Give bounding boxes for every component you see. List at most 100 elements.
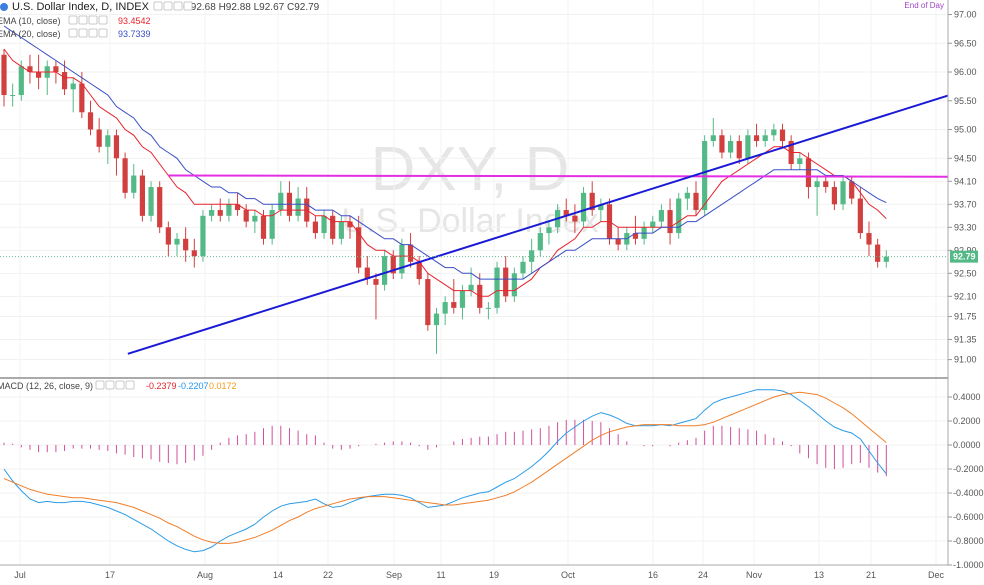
last-price-rect xyxy=(950,250,978,263)
macd-tick-label: 0.0000 xyxy=(953,440,981,450)
resistance-line[interactable] xyxy=(168,174,949,178)
candle-body xyxy=(433,313,440,326)
legend-control-icon xyxy=(98,28,108,38)
price-tick-label: 97.00 xyxy=(954,10,977,20)
time-tick-label: 13 xyxy=(814,570,824,580)
legend-controls-ema10[interactable] xyxy=(68,15,108,25)
candle-body xyxy=(840,181,846,205)
candle-body xyxy=(382,256,388,285)
time-tick-label: Nov xyxy=(746,570,763,580)
candle-body xyxy=(485,307,491,309)
candle-body xyxy=(79,83,85,113)
candle-body xyxy=(719,135,725,153)
candle-body xyxy=(407,244,414,262)
macd-tick-label: -1.0000 xyxy=(953,560,984,570)
candle-body xyxy=(546,227,552,234)
price-tick-label: 95.00 xyxy=(954,125,977,135)
candle-body xyxy=(131,175,137,193)
macd-legend-label[interactable]: MACD (12, 26, close, 9) xyxy=(0,381,93,391)
candle-body xyxy=(18,66,24,96)
price-tick-label: 92.90 xyxy=(954,245,977,255)
candle-body xyxy=(27,66,33,73)
candle-body xyxy=(494,267,500,308)
candle-body xyxy=(857,198,863,234)
candle-body xyxy=(745,135,751,159)
legend-control-icon xyxy=(173,1,183,11)
price-axis[interactable]: 97.00 96.50 96.00 95.50 95.00 94.50 94.10 93.70… xyxy=(948,10,977,365)
price-tick-label: 95.50 xyxy=(954,96,977,106)
candle-body xyxy=(226,204,232,216)
time-tick-label: 11 xyxy=(436,570,445,580)
ema10-legend-label[interactable]: EMA (10, close) xyxy=(0,16,61,26)
time-axis[interactable]: Jul 17 Aug 14 22 Sep 11 19 Oct 16 24 Nov 13 21 Dec xyxy=(14,570,944,580)
legend-controls-symbol[interactable] xyxy=(153,1,193,11)
candle-body xyxy=(710,135,716,142)
signal-legend-value: -0.2207 xyxy=(178,381,209,391)
legend-control-icon xyxy=(183,1,193,11)
candle-body xyxy=(61,72,68,90)
candle-body xyxy=(174,238,180,245)
price-pane[interactable] xyxy=(0,25,949,355)
legend-controls-ema20[interactable] xyxy=(68,28,108,38)
time-tick-label: 21 xyxy=(866,570,876,580)
candle-body xyxy=(252,215,258,222)
legend-control-icon xyxy=(115,380,125,390)
candle-body xyxy=(165,227,171,245)
candle-body xyxy=(771,129,777,136)
candle-body xyxy=(373,279,379,285)
candle-body xyxy=(122,158,128,193)
legend-control-icon xyxy=(78,15,88,25)
candle-body xyxy=(459,290,466,308)
trend-line[interactable] xyxy=(127,94,949,355)
legend-control-icon xyxy=(95,380,105,390)
candle-body xyxy=(572,215,578,222)
candle-body xyxy=(875,244,881,262)
ema10-line xyxy=(3,48,887,297)
candle-body xyxy=(650,221,656,228)
legend-control-icon xyxy=(88,28,98,38)
symbol-logo-icon xyxy=(0,3,8,11)
candle-body xyxy=(105,135,111,147)
macd-pane[interactable] xyxy=(3,389,887,553)
candle-body xyxy=(451,302,457,308)
time-tick-label: Aug xyxy=(197,570,213,580)
end-of-day-label[interactable]: End of Day xyxy=(904,1,944,10)
candle-body xyxy=(321,215,327,234)
time-tick-label: Oct xyxy=(561,570,576,580)
time-tick-label: 17 xyxy=(105,570,115,580)
price-tick-label: 96.50 xyxy=(954,38,977,48)
candle-body xyxy=(537,233,543,251)
time-tick-label: 22 xyxy=(323,570,333,580)
candle-body xyxy=(139,175,145,216)
candle-body xyxy=(442,302,448,314)
legend-control-icon xyxy=(105,380,115,390)
candle-body xyxy=(823,181,829,188)
candle-body xyxy=(580,192,587,222)
macd-axis[interactable]: 0.4000 0.2000 0.0000 -0.2000 -0.4000 -0.6000 -… xyxy=(948,392,984,570)
candle-body xyxy=(676,198,682,234)
price-tick-label: 96.00 xyxy=(954,67,977,77)
macd-tick-label: -0.8000 xyxy=(953,536,984,546)
candle-body xyxy=(511,273,517,297)
price-tick-label: 91.35 xyxy=(954,334,977,344)
candle-body xyxy=(520,261,526,274)
candle-body xyxy=(70,83,76,90)
chart-header: U.S. Dollar Index, D, INDEX O92.68 H92.8… xyxy=(0,1,944,391)
candle-body xyxy=(390,256,396,274)
legend-controls-macd[interactable] xyxy=(95,380,135,390)
candle-body xyxy=(217,210,223,216)
macd-tick-label: 0.4000 xyxy=(953,392,981,402)
candle-body xyxy=(814,181,820,188)
symbol-title[interactable]: U.S. Dollar Index, D, INDEX xyxy=(12,1,150,13)
candle-body xyxy=(148,187,154,216)
candle-body xyxy=(684,192,690,199)
time-tick-label: Jul xyxy=(14,570,26,580)
candle-body xyxy=(96,129,102,147)
legend-control-icon xyxy=(163,1,173,11)
candle-body xyxy=(157,187,163,228)
legend-control-icon xyxy=(98,15,108,25)
ema20-legend-label[interactable]: EMA (20, close) xyxy=(0,29,61,39)
price-tick-label: 91.00 xyxy=(954,355,977,365)
